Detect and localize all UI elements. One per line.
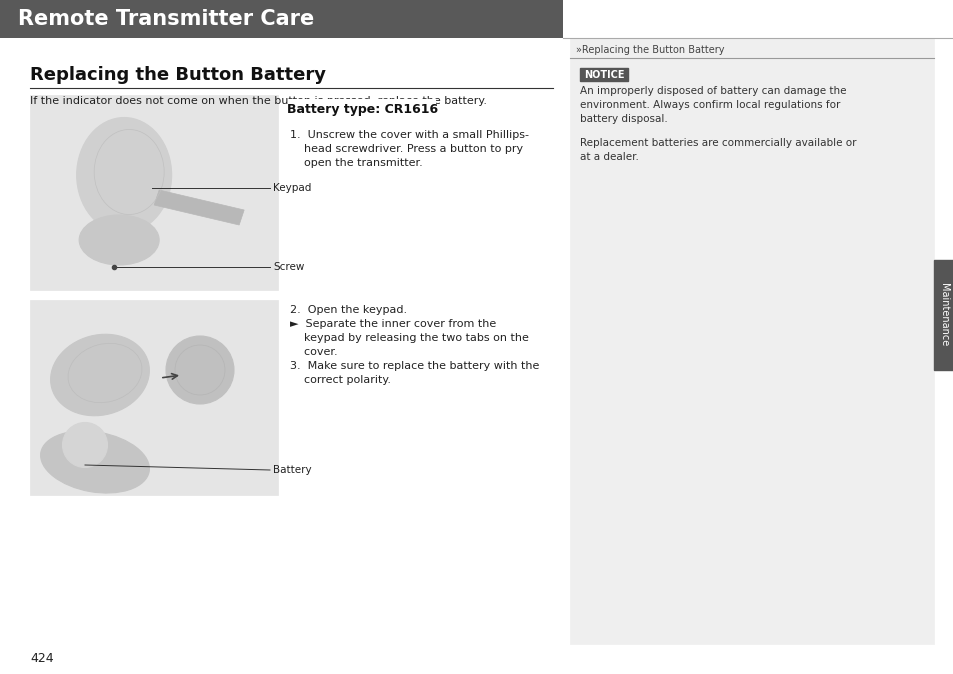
Bar — [0, 0, 562, 38]
Bar — [569, 38, 933, 644]
Text: 2.  Open the keypad.
►  Separate the inner cover from the
    keypad by releasin: 2. Open the keypad. ► Separate the inner… — [290, 305, 538, 385]
Text: Battery type: CR1616: Battery type: CR1616 — [287, 104, 437, 117]
Ellipse shape — [51, 334, 150, 416]
Ellipse shape — [63, 423, 108, 468]
Text: NOTICE: NOTICE — [583, 69, 623, 80]
Bar — [933, 260, 953, 370]
Text: Screw: Screw — [273, 262, 304, 272]
Bar — [30, 95, 277, 290]
Text: Remote Transmitter Care: Remote Transmitter Care — [18, 9, 314, 29]
Text: Battery: Battery — [273, 465, 312, 475]
Text: 1.  Unscrew the cover with a small Phillips-
    head screwdriver. Press a butto: 1. Unscrew the cover with a small Philli… — [290, 130, 529, 168]
Text: 424: 424 — [30, 652, 53, 665]
Text: Keypad: Keypad — [273, 183, 311, 193]
Text: Replacement batteries are commercially available or
at a dealer.: Replacement batteries are commercially a… — [579, 138, 856, 162]
Ellipse shape — [79, 215, 159, 265]
Bar — [290, 100, 435, 120]
Ellipse shape — [166, 336, 233, 404]
Polygon shape — [154, 190, 244, 225]
Text: »Replacing the Button Battery: »Replacing the Button Battery — [576, 45, 723, 55]
Text: Maintenance: Maintenance — [938, 283, 948, 346]
Text: If the indicator does not come on when the button is pressed, replace the batter: If the indicator does not come on when t… — [30, 96, 486, 106]
Ellipse shape — [76, 117, 172, 233]
Text: Replacing the Button Battery: Replacing the Button Battery — [30, 66, 326, 84]
Text: An improperly disposed of battery can damage the
environment. Always confirm loc: An improperly disposed of battery can da… — [579, 86, 845, 124]
Bar — [30, 300, 277, 495]
Bar — [579, 68, 627, 81]
Ellipse shape — [41, 431, 150, 493]
